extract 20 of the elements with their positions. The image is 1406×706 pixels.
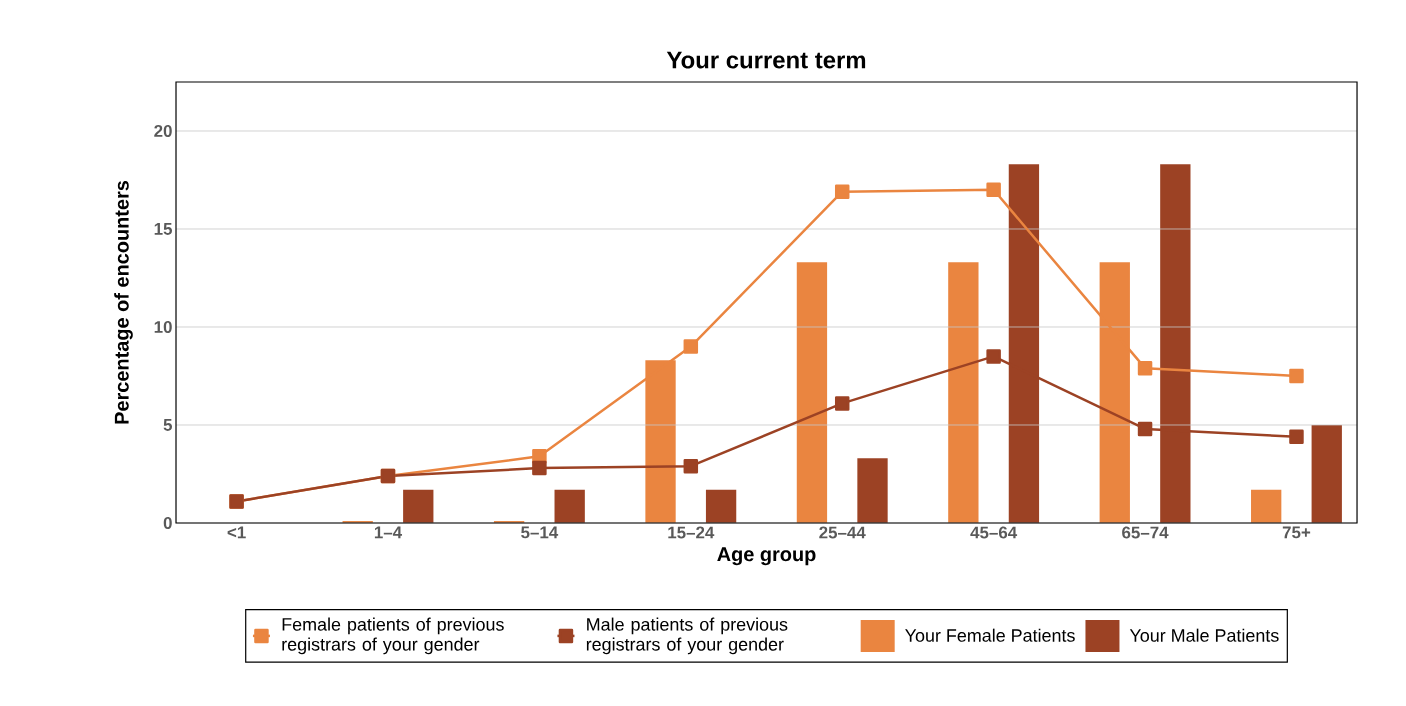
y-tick-label: 15 bbox=[154, 223, 173, 235]
x-tick-label: 65–74 bbox=[1122, 526, 1169, 539]
chart-title: Your current term bbox=[666, 51, 866, 69]
x-tick-label: 15–24 bbox=[668, 526, 715, 539]
y-tick-label: 0 bbox=[163, 517, 172, 529]
x-tick-label: 45–64 bbox=[970, 526, 1018, 539]
x-tick-label: <1 bbox=[227, 526, 246, 539]
y-tick-label: 5 bbox=[163, 419, 173, 431]
legend-label: Your Male Patients bbox=[1129, 628, 1279, 642]
x-axis-title: Age group bbox=[717, 547, 816, 566]
legend-label: Male patients of previous registrars of your gender bbox=[586, 617, 788, 655]
x-tick-label: 5–14 bbox=[521, 526, 559, 539]
y-axis-title: Percentage of encounters bbox=[114, 180, 133, 424]
legend-label: Your Female Patients bbox=[905, 628, 1075, 642]
x-tick-label: 1–4 bbox=[374, 526, 403, 539]
y-tick-label: 20 bbox=[154, 124, 172, 137]
x-tick-label: 25–44 bbox=[819, 526, 866, 539]
y-tick-label: 10 bbox=[154, 320, 172, 333]
x-tick-label: 75+ bbox=[1282, 526, 1311, 539]
legend-label: Female patients of previous registrars of your gender bbox=[282, 617, 504, 655]
